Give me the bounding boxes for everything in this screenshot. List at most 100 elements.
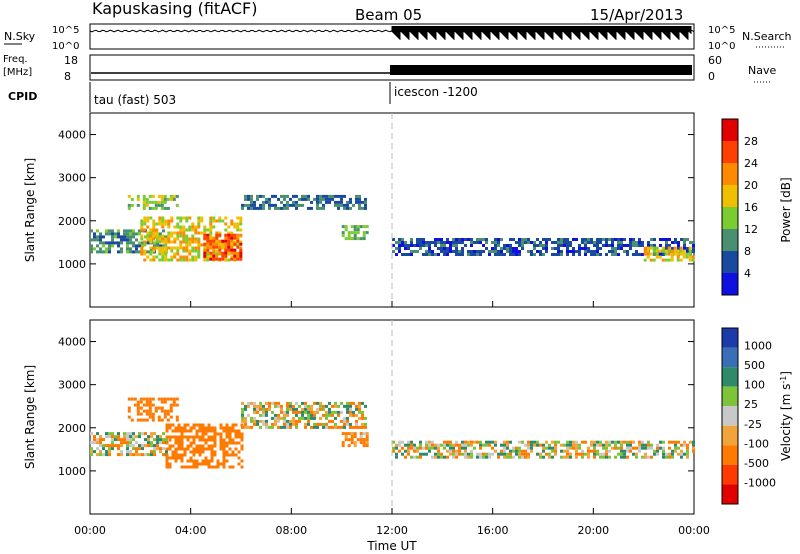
heatmap-cell: [280, 404, 283, 408]
heatmap-cell: [572, 247, 575, 250]
heatmap-cell: [581, 238, 584, 241]
y-tick-label: 1000: [58, 258, 86, 271]
heatmap-cell: [608, 250, 611, 253]
heatmap-cell: [419, 241, 422, 244]
heatmap-cell: [467, 440, 470, 444]
heatmap-cell: [99, 250, 102, 254]
heatmap-cell: [153, 444, 156, 448]
heatmap-cell: [250, 206, 253, 210]
heatmap-cell: [443, 440, 446, 444]
heatmap-cell: [676, 249, 680, 253]
heatmap-cell: [132, 447, 135, 451]
heatmap-cell: [126, 238, 129, 242]
heatmap-cell: [157, 203, 161, 207]
heatmap-cell: [151, 397, 155, 401]
heatmap-cell: [198, 429, 202, 433]
heatmap-cell: [130, 397, 134, 401]
heatmap-cell: [176, 231, 180, 235]
heatmap-cell: [295, 413, 298, 417]
heatmap-cell: [206, 255, 210, 259]
heatmap-cell: [362, 441, 366, 445]
colorbar-tick-label: 4: [744, 267, 751, 280]
heatmap-cell: [222, 444, 226, 448]
heatmap-cell: [361, 416, 364, 420]
heatmap-cell: [638, 253, 641, 256]
heatmap-cell: [476, 250, 479, 253]
heatmap-cell: [135, 232, 138, 236]
heatmap-cell: [237, 456, 241, 460]
heatmap-cell: [142, 197, 146, 201]
heatmap-cell: [218, 239, 222, 243]
heatmap-cell: [395, 452, 398, 456]
heatmap-cell: [476, 241, 479, 244]
heatmap-cell: [536, 443, 539, 447]
x-tick-label: 16:00: [477, 524, 509, 537]
heatmap-cell: [605, 440, 608, 444]
heatmap-cell: [117, 444, 120, 448]
heatmap-cell: [216, 459, 220, 463]
heatmap-cell: [126, 438, 129, 442]
heatmap-cell: [203, 246, 207, 250]
heatmap-cell: [476, 440, 479, 444]
heatmap-cell: [674, 440, 677, 444]
heatmap-cell: [139, 412, 143, 416]
heatmap-cell: [353, 237, 357, 241]
nsky-frame: [89, 23, 695, 50]
heatmap-cell: [316, 194, 319, 198]
heatmap-cell: [292, 422, 295, 426]
colorbar-segment: [722, 251, 738, 273]
heatmap-cell: [482, 452, 485, 456]
heatmap-cell: [191, 255, 195, 259]
heatmap-cell: [307, 413, 310, 417]
heatmap-cell: [401, 238, 404, 241]
heatmap-cell: [449, 241, 452, 244]
heatmap-cell: [136, 406, 140, 410]
heatmap-cell: [361, 206, 364, 210]
heatmap-cell: [244, 416, 247, 420]
heatmap-cell: [222, 453, 226, 457]
heatmap-cell: [365, 231, 369, 235]
heatmap-cell: [425, 241, 428, 244]
heatmap-cell: [192, 438, 196, 442]
heatmap-cell: [355, 422, 358, 426]
heatmap-cell: [188, 240, 192, 244]
heatmap-cell: [671, 241, 674, 244]
heatmap-cell: [674, 238, 677, 241]
heatmap-cell: [233, 254, 237, 258]
heatmap-cell: [168, 423, 172, 427]
heatmap-cell: [452, 241, 455, 244]
heatmap-cell: [160, 409, 164, 413]
heatmap-cell: [482, 455, 485, 459]
heatmap-cell: [123, 441, 126, 445]
heatmap-cell: [180, 447, 184, 451]
heatmap-cell: [301, 416, 304, 420]
heatmap-cell: [443, 446, 446, 450]
heatmap-cell: [331, 404, 334, 408]
heatmap-cell: [277, 416, 280, 420]
heatmap-cell: [209, 228, 213, 232]
heatmap-cell: [467, 238, 470, 241]
heatmap-cell: [307, 407, 310, 411]
heatmap-cell: [365, 432, 369, 436]
heatmap-cell: [679, 249, 683, 253]
colorbar-tick-label: 1000: [744, 340, 772, 353]
heatmap-cell: [620, 247, 623, 250]
heatmap-cell: [566, 238, 569, 241]
heatmap-cell: [241, 419, 244, 423]
heatmap-cell: [280, 200, 283, 204]
heatmap-cell: [590, 238, 593, 241]
heatmap-cell: [440, 452, 443, 456]
heatmap-cell: [236, 245, 240, 249]
heatmap-cell: [310, 206, 313, 210]
heatmap-cell: [142, 206, 146, 210]
heatmap-cell: [90, 450, 93, 454]
heatmap-cell: [201, 438, 205, 442]
heatmap-cell: [440, 244, 443, 247]
heatmap-cell: [524, 241, 527, 244]
heatmap-cell: [443, 250, 446, 253]
colorbar-segment: [722, 445, 738, 465]
heatmap-cell: [201, 444, 205, 448]
y-tick-label: 2000: [58, 215, 86, 228]
heatmap-cell: [156, 435, 159, 439]
